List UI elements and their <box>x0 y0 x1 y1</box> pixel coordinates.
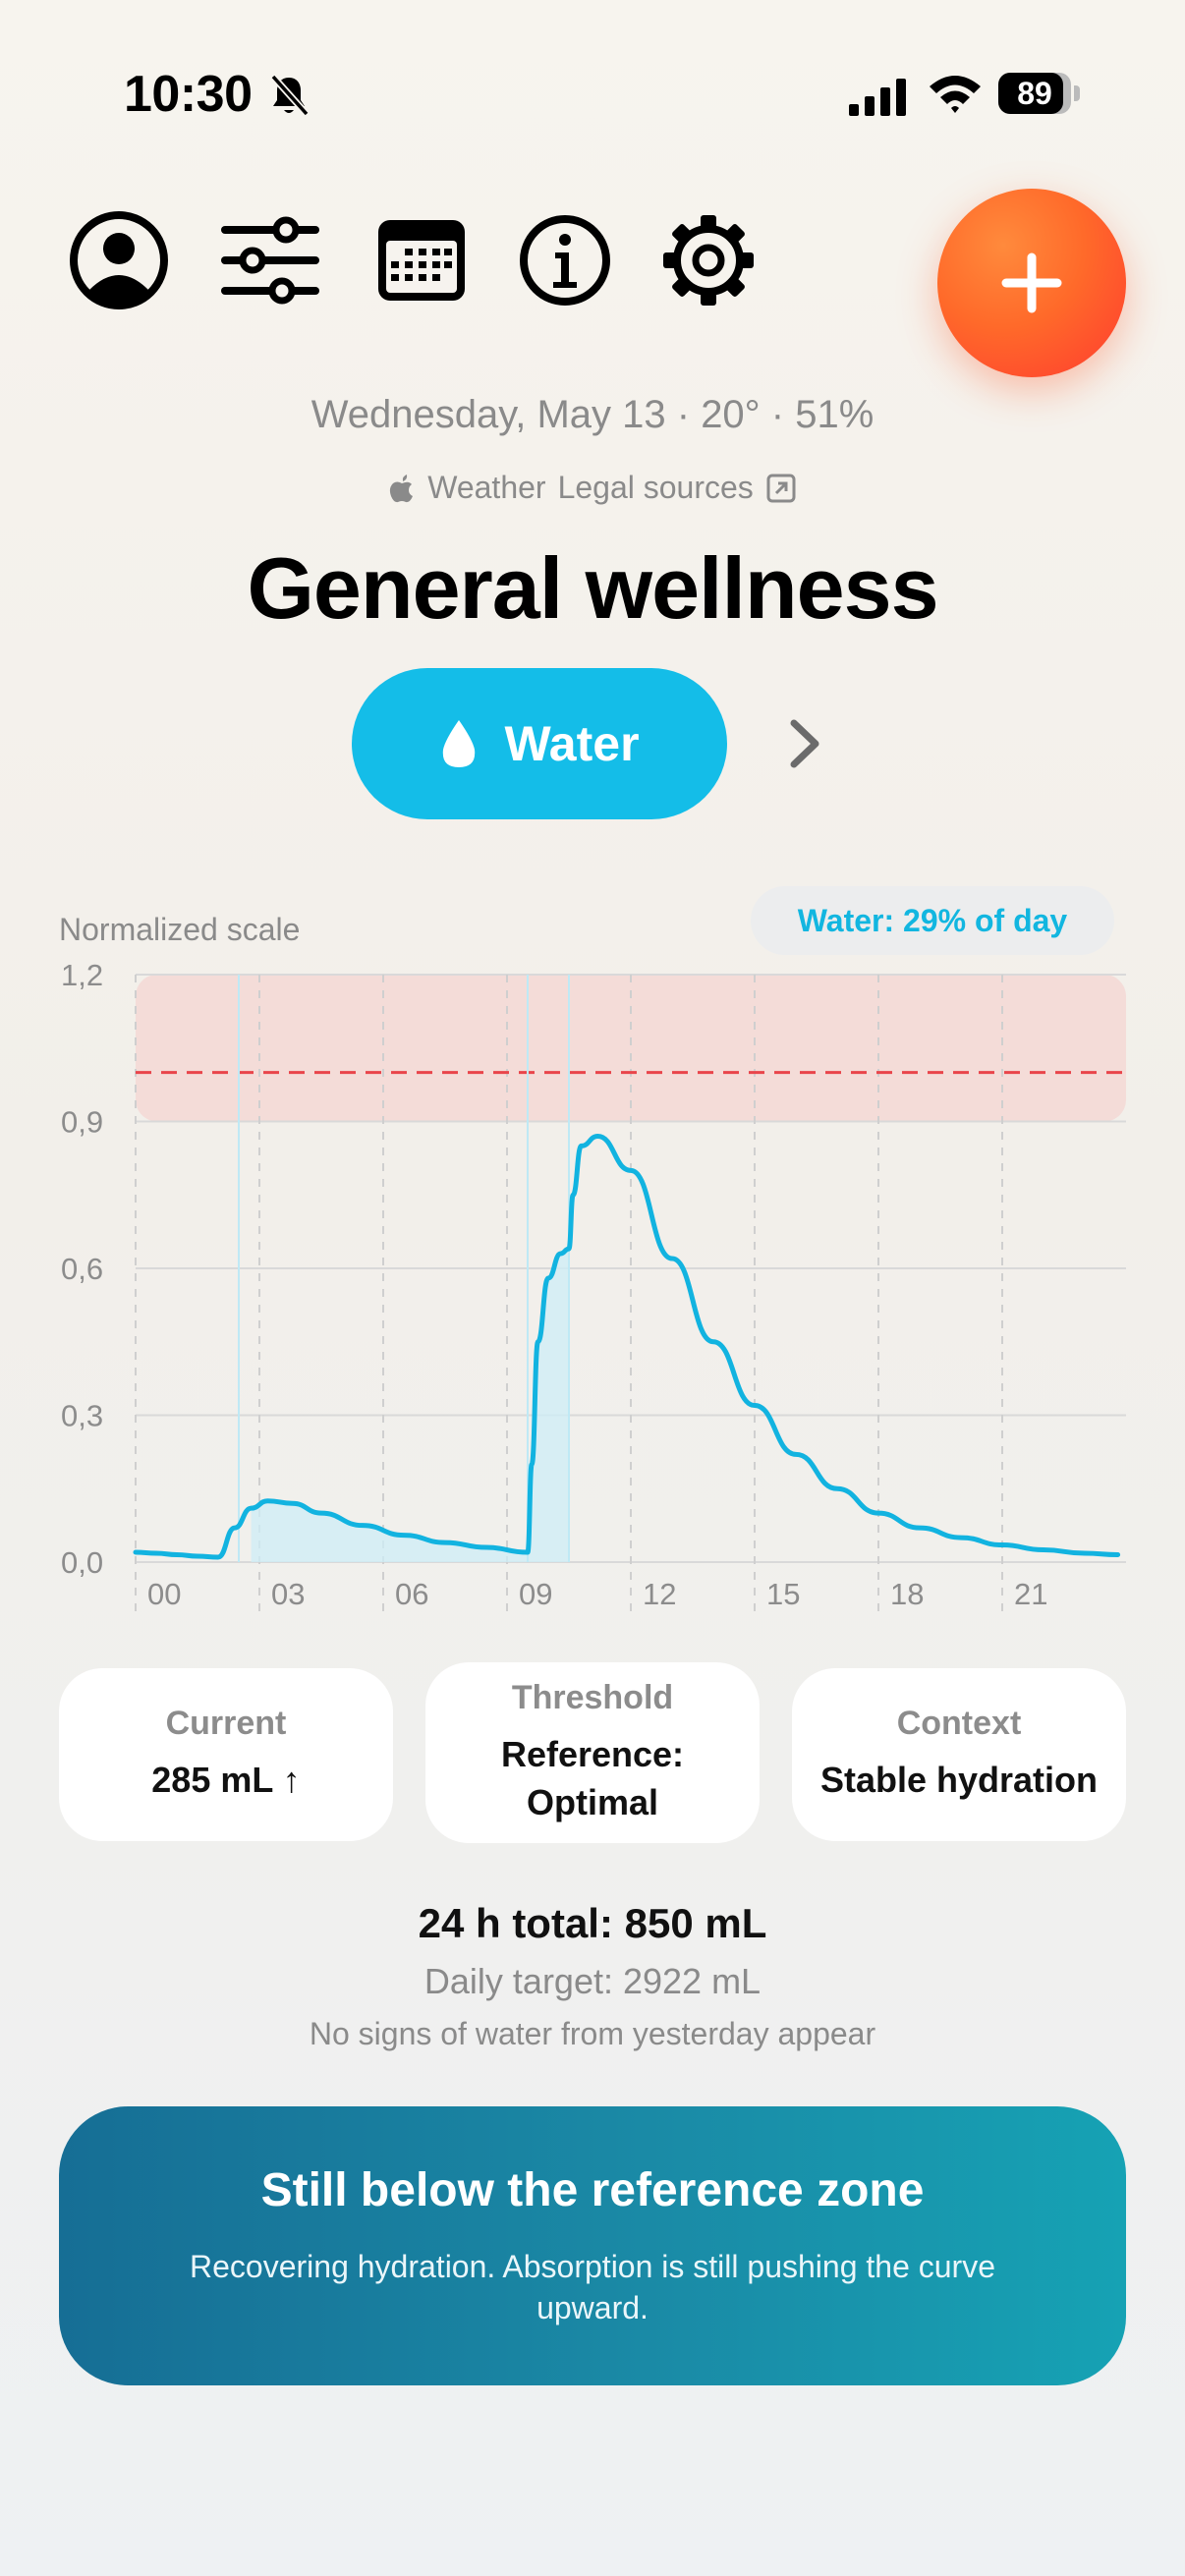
weather-source-label[interactable]: Weather <box>427 470 546 505</box>
day-share-badge: Water: 29% of day <box>751 886 1114 955</box>
hydration-chart: 0,0 0,3 0,6 0,9 1,2 00 03 06 09 12 15 18 21 <box>61 958 1126 1613</box>
sliders-icon <box>221 216 319 305</box>
x-tick-label: 15 <box>766 1577 800 1611</box>
status-time: 10:30 <box>124 66 253 123</box>
absorption-area <box>251 1500 528 1562</box>
plus-icon <box>1001 252 1062 313</box>
apple-logo-icon <box>390 474 414 502</box>
x-tick-label: 18 <box>890 1577 924 1611</box>
silent-bell-icon <box>270 74 310 117</box>
date-weather-meta: Wednesday, May 13 · 20° · 51% <box>310 393 875 436</box>
filters-button[interactable] <box>218 208 322 312</box>
x-tick-label: 00 <box>147 1577 181 1611</box>
y-tick-label: 0,6 <box>61 1252 103 1286</box>
status-banner[interactable]: Still below the reference zone Recoverin… <box>59 2106 1126 2385</box>
y-tick-label: 0,3 <box>61 1399 103 1433</box>
x-tick-label: 06 <box>395 1577 428 1611</box>
context-stat-card: Context Stable hydration <box>792 1668 1126 1841</box>
threshold-stat-label: Threshold <box>511 1678 674 1716</box>
external-link-icon[interactable] <box>765 473 797 504</box>
next-metric-chevron-icon[interactable] <box>786 715 825 772</box>
y-tick-label: 1,2 <box>61 958 103 992</box>
info-icon <box>520 215 610 306</box>
context-stat-label: Context <box>896 1705 1022 1743</box>
banner-title: Still below the reference zone <box>260 2163 925 2216</box>
x-tick-label: 09 <box>519 1577 552 1611</box>
cellular-signal-icon <box>849 79 906 116</box>
x-tick-label: 12 <box>643 1577 676 1611</box>
y-tick-label: 0,9 <box>61 1105 103 1140</box>
calendar-button[interactable] <box>369 208 474 312</box>
battery-level: 89 <box>1017 76 1052 111</box>
current-stat-value: 285 mL ↑ <box>151 1760 301 1801</box>
absorption-area <box>528 1249 569 1562</box>
hydration-curve <box>133 1133 1121 1560</box>
page-title: General wellness <box>247 539 938 637</box>
wifi-icon <box>930 76 981 113</box>
x-tick-label: 21 <box>1014 1577 1047 1611</box>
current-stat-label: Current <box>165 1705 287 1743</box>
metric-selector-button[interactable]: Water <box>352 668 727 819</box>
scale-label: Normalized scale <box>59 912 301 947</box>
threshold-stat-card: Threshold Reference: Optimal <box>425 1662 760 1843</box>
x-tick-label: 03 <box>271 1577 305 1611</box>
banner-text: Recovering hydration. Absorption is stil… <box>190 2248 995 2325</box>
settings-button[interactable] <box>656 208 761 312</box>
current-stat-card: Current 285 mL ↑ <box>59 1668 393 1841</box>
daily-total: 24 h total: 850 mL <box>418 1900 767 1946</box>
add-entry-button[interactable] <box>937 189 1126 377</box>
y-tick-label: 0,0 <box>61 1545 103 1580</box>
info-button[interactable] <box>513 208 617 312</box>
daily-target: Daily target: 2922 mL <box>423 1961 762 2001</box>
profile-icon <box>70 211 168 309</box>
gear-icon <box>663 215 754 306</box>
yesterday-note: No signs of water from yesterday appear <box>309 2016 876 2051</box>
context-stat-value: Stable hydration <box>819 1760 1099 1801</box>
threshold-stat-value: Reference: Optimal <box>500 1733 685 1822</box>
metric-selector-label: Water <box>504 716 640 771</box>
water-drop-icon <box>443 720 476 767</box>
profile-button[interactable] <box>67 208 171 312</box>
calendar-icon <box>378 220 465 301</box>
battery-indicator: 89 <box>998 73 1081 116</box>
sources-row: Weather Legal sources <box>0 470 1185 506</box>
legal-sources-link[interactable]: Legal sources <box>557 470 754 505</box>
